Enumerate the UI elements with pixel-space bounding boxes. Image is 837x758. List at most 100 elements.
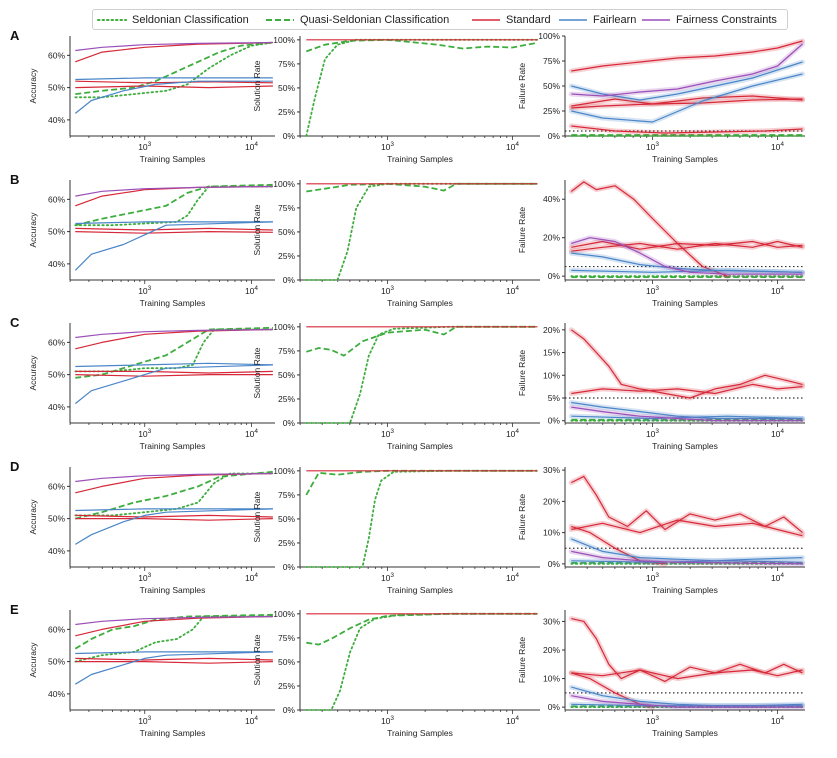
y-tick-label: 20% — [543, 645, 560, 655]
x-tick-label: 103 — [381, 572, 394, 583]
y-tick-label: 60% — [48, 194, 65, 204]
x-tick-label: 104 — [245, 428, 258, 439]
series-line-standard — [571, 240, 803, 250]
row-letter-d: D — [10, 459, 19, 474]
series-line-fairlearn — [75, 362, 273, 368]
series-line-standard — [75, 615, 273, 637]
y-tick-label: 75% — [278, 633, 295, 643]
series-line-fairlearn — [74, 221, 273, 271]
panel-e-accuracy: 40% 50% 60% Accuracy 103 104 Training Samples — [28, 610, 275, 738]
y-tick-label: 75% — [543, 56, 560, 66]
x-tick-label: 104 — [771, 715, 784, 726]
x-tick-label: 104 — [245, 285, 258, 296]
x-tick-label: 103 — [138, 285, 151, 296]
series-line-quasi — [305, 469, 538, 496]
y-tick-label: 40% — [48, 259, 65, 269]
series-line-seldonian — [74, 472, 274, 517]
x-axis-title: Training Samples — [652, 728, 718, 738]
y-tick-label: 20% — [543, 325, 560, 335]
legend-standard-swatch — [472, 18, 500, 21]
series-line-fairlearn — [74, 80, 273, 114]
y-tick-label: 50% — [278, 514, 295, 524]
x-tick-label: 104 — [506, 428, 519, 439]
y-tick-label: 100% — [273, 322, 295, 332]
series-line-quasi — [74, 613, 273, 650]
y-axis-title: Failure Rate — [517, 494, 527, 541]
x-tick-label: 104 — [771, 428, 784, 439]
y-tick-label: 25% — [278, 394, 295, 404]
y-tick-label: 40% — [48, 689, 65, 699]
x-axis-title: Training Samples — [652, 154, 718, 164]
x-axis-title: Training Samples — [140, 298, 206, 308]
series-band-standard — [568, 179, 730, 279]
y-tick-label: 0% — [548, 559, 561, 569]
x-tick-label: 104 — [506, 141, 519, 152]
panel-e-failure: 0% 10% 20% 30% Failure Rate 103 104 Training Sa… — [517, 610, 805, 738]
x-tick-label: 103 — [138, 428, 151, 439]
series-line-standard — [571, 40, 803, 72]
y-tick-label: 60% — [48, 50, 65, 60]
row-letter-e: E — [10, 602, 19, 617]
legend-fairlearn-label: Fairlearn — [593, 13, 637, 26]
panel-a-solution: 0% 25% 50% 75% 100% Solution Rate 103 104 Traini… — [252, 35, 540, 164]
panel-d-failure: 0% 10% 20% 30% Failure Rate 103 104 Training Sa… — [517, 465, 805, 595]
series-line-fairlearn — [571, 560, 803, 563]
x-tick-label: 103 — [138, 715, 151, 726]
series-line-fairness — [571, 695, 803, 708]
series-line-standard — [571, 240, 803, 252]
series-line-standard — [75, 660, 273, 664]
series-line-standard — [571, 669, 803, 680]
series-line-fairness — [571, 237, 803, 275]
x-tick-label: 104 — [771, 141, 784, 152]
series-line-standard — [75, 227, 273, 231]
series-line-standard — [75, 85, 273, 89]
y-tick-label: 25% — [543, 106, 560, 116]
series-line-quasi — [75, 41, 273, 95]
y-tick-label: 0% — [283, 418, 296, 428]
series-line-standard — [571, 519, 803, 537]
y-tick-label: 50% — [48, 514, 65, 524]
y-tick-label: 40% — [543, 194, 560, 204]
row-letter-c: C — [10, 315, 20, 330]
x-axis-title: Training Samples — [387, 298, 453, 308]
series-line-quasi — [75, 183, 273, 227]
series-line-seldonian — [74, 41, 274, 99]
legend-seldonian: Seldonian Classification — [97, 10, 249, 29]
x-axis-title: Training Samples — [387, 154, 453, 164]
y-tick-label: 50% — [48, 370, 65, 380]
y-tick-label: 0% — [283, 562, 296, 572]
y-tick-label: 0% — [283, 705, 296, 715]
series-line-seldonian — [74, 615, 274, 663]
y-axis-title: Accuracy — [28, 642, 38, 678]
panel-b-failure: 0% 20% 40% Failure Rate 103 104 Training Sampl… — [517, 179, 805, 308]
x-axis-title: Training Samples — [652, 585, 718, 595]
y-tick-label: 25% — [278, 107, 295, 117]
series-line-fairlearn — [74, 651, 273, 685]
series-line-fairness — [571, 406, 803, 422]
x-tick-label: 103 — [646, 428, 659, 439]
y-axis-title: Failure Rate — [517, 63, 527, 110]
series-line-standard — [75, 328, 273, 350]
series-line-fairlearn — [571, 415, 803, 420]
x-tick-label: 103 — [381, 141, 394, 152]
y-axis-title: Solution Rate — [252, 491, 262, 542]
series-line-quasi — [75, 470, 273, 520]
y-axis-title: Solution Rate — [252, 60, 262, 111]
legend-fairness-label: Fairness Constraints — [676, 13, 777, 26]
panel-c-solution: 0% 25% 50% 75% 100% Solution Rate 103 104 Traini… — [252, 322, 540, 451]
x-tick-label: 104 — [506, 572, 519, 583]
x-tick-label: 104 — [506, 715, 519, 726]
series-line-fairness — [75, 472, 273, 483]
y-tick-label: 25% — [278, 681, 295, 691]
y-tick-label: 50% — [278, 657, 295, 667]
y-tick-label: 10% — [543, 528, 560, 538]
y-tick-label: 0% — [548, 271, 561, 281]
y-tick-label: 75% — [278, 203, 295, 213]
y-tick-label: 50% — [278, 83, 295, 93]
y-tick-label: 100% — [273, 35, 295, 45]
series-line-standard — [571, 383, 803, 395]
series-line-seldonian — [305, 469, 539, 568]
panel-c-accuracy: 40% 50% 60% Accuracy 103 104 Training Samples — [28, 323, 275, 451]
legend-quasi-label: Quasi-Seldonian Classification — [300, 13, 450, 26]
